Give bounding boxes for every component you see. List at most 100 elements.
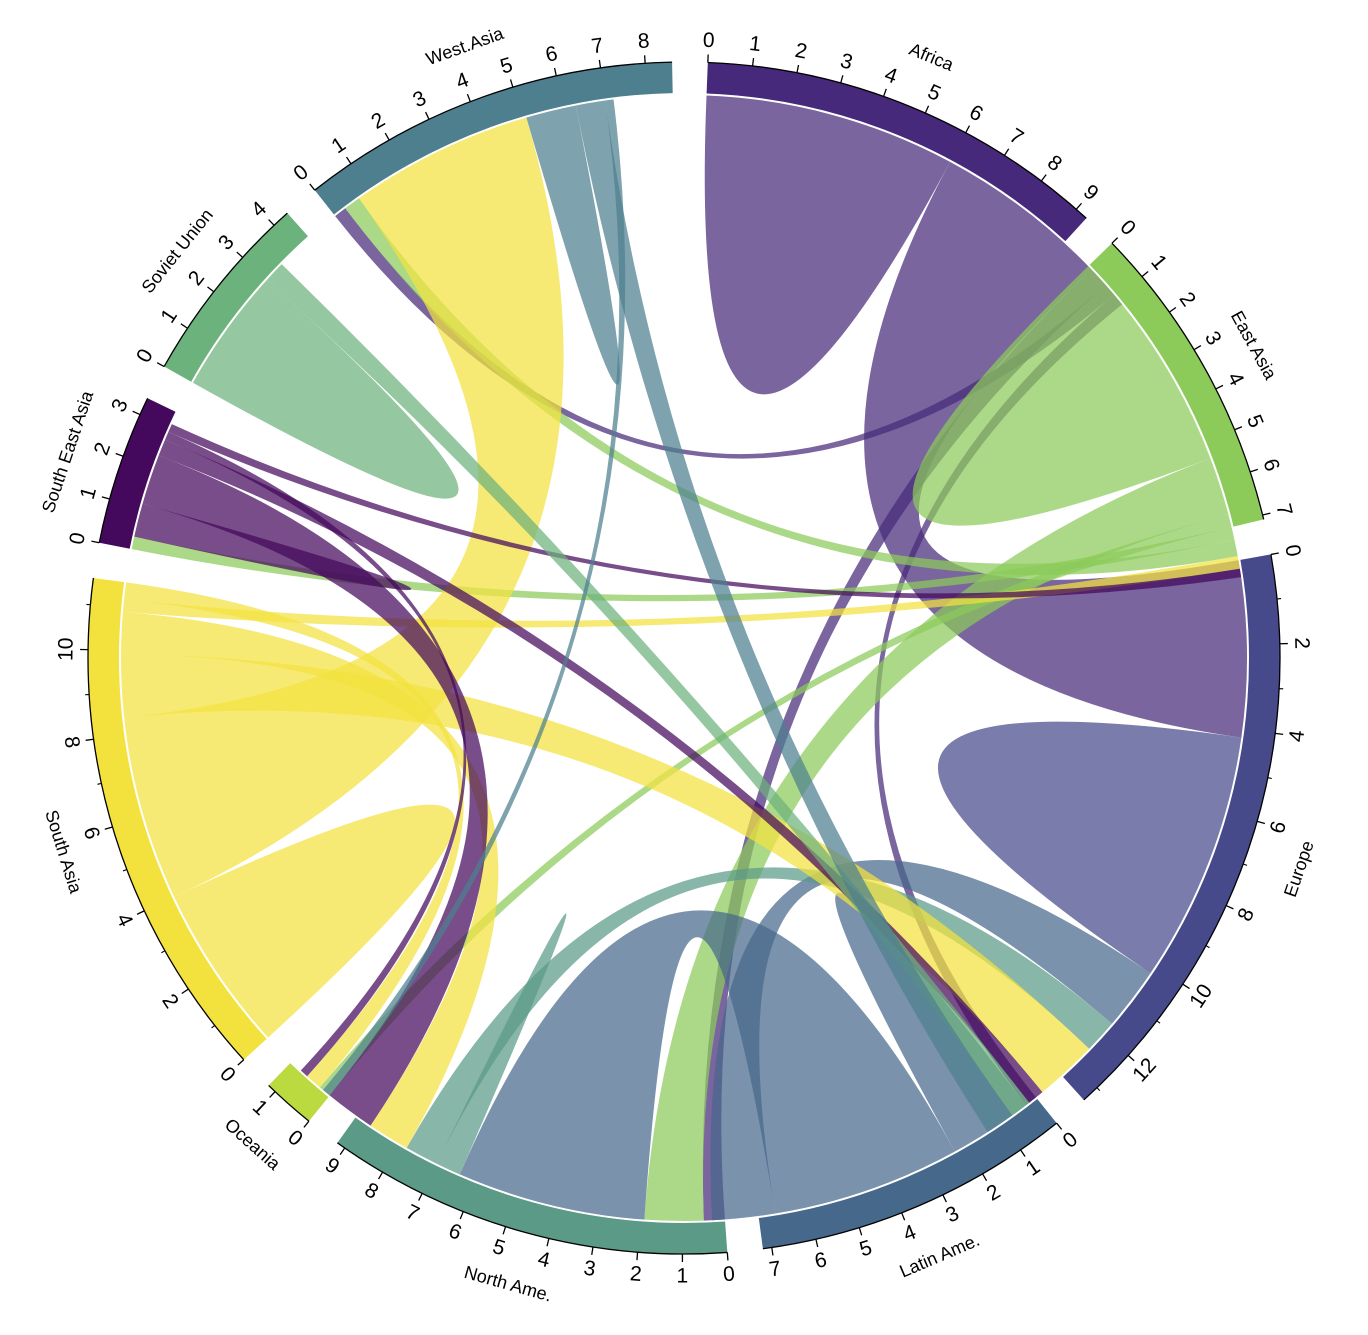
tick-label-west-asia-1: 1 — [327, 133, 350, 159]
tick-label-north-ame-9: 9 — [321, 1153, 344, 1179]
tick-label-africa-0: 0 — [702, 29, 715, 52]
tick-north-ame-4 — [546, 1238, 550, 1247]
tick-label-africa-6: 6 — [965, 100, 986, 126]
tick-label-africa-2: 2 — [793, 39, 809, 64]
minor-tick-south-asia-7 — [97, 782, 102, 785]
tick-label-north-ame-0: 0 — [722, 1262, 735, 1286]
tick-label-north-ame-5: 5 — [490, 1235, 508, 1260]
tick-label-soviet-union-4: 4 — [247, 197, 272, 222]
tick-label-latin-ame-4: 4 — [900, 1220, 920, 1246]
tick-europe-10 — [1182, 983, 1190, 990]
region-arc-oceania — [268, 1063, 329, 1122]
region-axis-north-ame — [336, 1142, 728, 1255]
tick-africa-8 — [1040, 174, 1047, 182]
tick-east-asia-4 — [1215, 384, 1224, 390]
tick-label-west-asia-0: 0 — [289, 160, 312, 185]
tick-latin-ame-4 — [901, 1212, 906, 1221]
tick-label-south-asia-4: 4 — [111, 910, 137, 931]
tick-label-east-asia-7: 7 — [1271, 501, 1296, 518]
tick-label-soviet-union-0: 0 — [132, 345, 158, 366]
chord-link-north-ame-to-europe — [406, 867, 1112, 1164]
region-arc-north-ame — [337, 1117, 728, 1254]
region-axis-soviet-union — [163, 212, 288, 367]
tick-europe-0 — [1270, 552, 1279, 556]
tick-label-soviet-union-2: 2 — [184, 267, 209, 290]
tick-label-west-asia-7: 7 — [590, 34, 605, 58]
region-arc-south-east-asia — [99, 398, 176, 549]
tick-soviet-union-3 — [236, 251, 244, 258]
tick-south-east-asia-3 — [132, 410, 141, 416]
tick-label-europe-8: 8 — [1233, 905, 1259, 925]
tick-label-africa-3: 3 — [838, 49, 855, 74]
tick-south-asia-6 — [104, 826, 113, 830]
tick-label-europe-2: 2 — [1290, 637, 1313, 649]
tick-label-south-asia-0: 0 — [215, 1062, 240, 1086]
tick-soviet-union-4 — [268, 219, 275, 226]
tick-label-east-asia-3: 3 — [1200, 327, 1226, 349]
chord-link-south-asia-to-europe — [120, 654, 1090, 1093]
tick-label-oceania-1: 1 — [248, 1095, 272, 1120]
tick-south-east-asia-2 — [115, 452, 124, 457]
chord-link-africa-to-africa — [704, 95, 951, 395]
region-axis-europe — [1083, 554, 1281, 1101]
tick-africa-5 — [924, 105, 930, 114]
region-label-south-asia: South Asia — [41, 808, 86, 897]
tick-north-ame-9 — [339, 1147, 346, 1155]
tick-east-asia-7 — [1262, 512, 1271, 516]
tick-north-ame-7 — [418, 1193, 423, 1201]
minor-tick-europe-5 — [1267, 777, 1272, 780]
tick-east-asia-6 — [1249, 468, 1258, 473]
tick-label-south-east-asia-3: 3 — [107, 396, 133, 416]
tick-south-asia-2 — [181, 988, 189, 995]
tick-label-latin-ame-1: 1 — [1022, 1155, 1045, 1181]
minor-tick-south-asia-3 — [161, 950, 166, 954]
tick-label-west-asia-5: 5 — [498, 53, 516, 78]
region-axis-south-asia — [87, 577, 245, 1061]
tick-label-europe-0: 0 — [1280, 543, 1305, 559]
tick-west-asia-3 — [425, 111, 430, 120]
tick-soviet-union-1 — [180, 323, 188, 329]
tick-label-south-east-asia-0: 0 — [65, 530, 90, 546]
chord-link-latin-ame-to-north-ame — [459, 910, 955, 1220]
region-label-west-asia: West.Asia — [423, 23, 507, 69]
minor-tick-europe-13 — [1096, 1087, 1101, 1091]
tick-latin-ame-7 — [771, 1247, 774, 1256]
tick-africa-6 — [965, 125, 971, 134]
tick-latin-ame-0 — [1056, 1122, 1063, 1130]
tick-soviet-union-2 — [207, 286, 215, 293]
tick-label-north-ame-7: 7 — [402, 1200, 423, 1226]
tick-east-asia-5 — [1234, 426, 1243, 431]
tick-south-asia-0 — [237, 1059, 245, 1066]
tick-label-europe-4: 4 — [1285, 729, 1309, 744]
tick-label-soviet-union-1: 1 — [156, 305, 182, 327]
tick-label-latin-ame-0: 0 — [1059, 1128, 1083, 1153]
chord-link-west-asia-to-west-asia — [526, 105, 620, 385]
tick-south-east-asia-0 — [91, 540, 100, 544]
region-arc-east-asia — [1089, 243, 1264, 527]
tick-north-ame-5 — [502, 1226, 507, 1235]
minor-tick-europe-7 — [1243, 863, 1248, 866]
tick-label-east-asia-4: 4 — [1223, 369, 1249, 390]
minor-tick-south-asia-1 — [211, 1025, 216, 1029]
tick-latin-ame-3 — [942, 1194, 947, 1203]
tick-label-south-east-asia-1: 1 — [76, 484, 101, 501]
tick-label-latin-ame-7: 7 — [768, 1257, 783, 1281]
minor-tick-europe-11 — [1156, 1020, 1161, 1024]
tick-africa-9 — [1075, 202, 1083, 210]
tick-label-latin-ame-6: 6 — [813, 1248, 829, 1273]
chord-link-south-east-asia-to-east-asia — [168, 424, 1242, 599]
tick-label-east-asia-5: 5 — [1242, 412, 1268, 432]
tick-label-soviet-union-3: 3 — [214, 231, 239, 255]
region-label-africa: Africa — [906, 39, 957, 75]
region-label-oceania: Oceania — [221, 1114, 285, 1174]
tick-west-asia-8 — [643, 55, 646, 64]
tick-label-south-asia-6: 6 — [79, 824, 104, 842]
region-ticks: 0 1 2 3456789012345670246810120123456701234… — [54, 29, 1313, 1288]
tick-europe-12 — [1127, 1054, 1135, 1062]
tick-label-europe-6: 6 — [1266, 819, 1291, 837]
tick-soviet-union-0 — [156, 362, 165, 368]
tick-label-north-ame-8: 8 — [361, 1178, 383, 1204]
tick-south-asia-8 — [85, 738, 94, 741]
tick-label-latin-ame-3: 3 — [942, 1202, 963, 1228]
tick-label-africa-1: 1 — [748, 32, 762, 56]
